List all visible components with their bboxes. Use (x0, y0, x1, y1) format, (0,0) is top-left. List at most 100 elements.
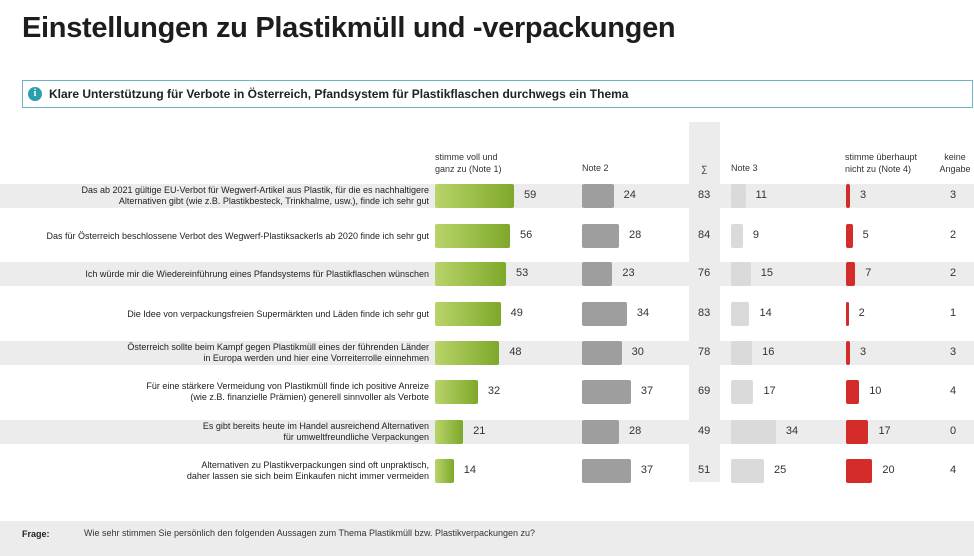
value-note4: 10 (869, 385, 882, 397)
value-note2: 37 (640, 385, 654, 397)
value-note3: 11 (755, 189, 767, 201)
bar-note2 (582, 459, 631, 483)
bar-note4 (846, 302, 849, 326)
value-sum: 76 (698, 267, 711, 279)
footer: Frage: Wie sehr stimmen Sie persönlich d… (0, 521, 974, 556)
value-note1: 14 (463, 464, 476, 476)
bar-note1 (435, 380, 478, 404)
value-note3: 17 (763, 385, 776, 397)
value-sum: 49 (698, 425, 711, 437)
header-note2: Note 2 (582, 163, 609, 173)
bar-note2 (582, 224, 619, 248)
bar-note2 (582, 420, 619, 444)
bar-note4 (846, 420, 869, 444)
row-label: Die Idee von verpackungsfreien Supermärk… (127, 308, 429, 319)
value-note4: 2 (858, 307, 865, 319)
value-note1: 21 (473, 425, 486, 437)
value-note2: 28 (628, 229, 642, 241)
bar-note2 (582, 262, 613, 286)
bar-note2 (582, 341, 622, 365)
bar-note1 (435, 459, 454, 483)
question-label: Frage: (22, 529, 50, 539)
value-note4: 17 (878, 425, 891, 437)
bar-note4 (846, 262, 856, 286)
row-label: Ich würde mir die Wiedereinführung eines… (85, 268, 429, 279)
value-note1: 49 (510, 307, 523, 319)
value-no-answer: 4 (950, 385, 957, 397)
value-no-answer: 4 (950, 464, 957, 476)
bar-note2 (582, 302, 627, 326)
bar-note1 (435, 224, 511, 248)
bar-note3 (731, 302, 750, 326)
row-label: Österreich sollte beim Kampf gegen Plast… (127, 342, 429, 363)
value-no-answer: 2 (950, 229, 957, 241)
header-sum: ∑ (701, 164, 708, 174)
header-note3: Note 3 (731, 163, 758, 173)
value-no-answer: 0 (950, 425, 957, 437)
bar-note4 (846, 224, 853, 248)
bar-note4 (846, 341, 850, 365)
bar-note3 (731, 224, 743, 248)
bar-note3 (731, 184, 746, 208)
value-note1: 56 (520, 229, 533, 241)
value-sum: 84 (698, 229, 711, 241)
value-sum: 83 (698, 307, 711, 319)
bar-note2 (582, 380, 631, 404)
row-label: Das ab 2021 gültige EU-Verbot für Wegwer… (81, 185, 429, 206)
info-text: Klare Unterstützung für Verbote in Öster… (49, 87, 629, 101)
page-title: Einstellungen zu Plastikmüll und -verpac… (22, 12, 676, 44)
bar-note1 (435, 302, 501, 326)
value-note3: 25 (774, 464, 787, 476)
bar-note3 (731, 341, 753, 365)
header-no-answer: keine Angabe (939, 152, 971, 174)
bar-note3 (731, 380, 754, 404)
value-note3: 34 (785, 425, 799, 437)
question-text: Wie sehr stimmen Sie persönlich den folg… (84, 528, 536, 538)
value-sum: 51 (698, 464, 711, 476)
value-note2: 24 (623, 189, 636, 201)
value-note4: 7 (865, 267, 872, 279)
value-note2: 23 (622, 267, 635, 279)
value-sum: 83 (698, 189, 711, 201)
header-note1: stimme voll und ganz zu (Note 1) (435, 152, 502, 174)
row-label: Das für Österreich beschlossene Verbot d… (46, 230, 429, 241)
bar-note3 (731, 420, 776, 444)
value-no-answer: 3 (950, 346, 957, 358)
value-note1: 32 (487, 385, 501, 397)
value-no-answer: 1 (950, 307, 957, 319)
bar-note1 (435, 420, 464, 444)
bar-note3 (731, 262, 751, 286)
info-icon: i (28, 87, 42, 101)
bar-note1 (435, 262, 507, 286)
bar-note4 (846, 184, 850, 208)
bar-note3 (731, 459, 764, 483)
value-note3: 15 (760, 267, 774, 279)
value-note3: 16 (762, 346, 775, 358)
value-note2: 30 (631, 346, 644, 358)
info-box: i Klare Unterstützung für Verbote in Öst… (22, 80, 973, 108)
value-no-answer: 2 (950, 267, 957, 279)
value-note1: 48 (509, 346, 522, 358)
bar-note4 (846, 459, 873, 483)
value-note2: 28 (628, 425, 642, 437)
row-label: Es gibt bereits heute im Handel ausreich… (202, 421, 429, 442)
row-label: Für eine stärkere Vermeidung von Plastik… (146, 381, 429, 402)
value-note1: 59 (524, 189, 537, 201)
row-label: Alternativen zu Plastikverpackungen sind… (186, 460, 429, 481)
bar-note1 (435, 184, 515, 208)
value-note3: 14 (759, 307, 772, 319)
value-note2: 34 (636, 307, 650, 319)
bar-note1 (435, 341, 500, 365)
bar-note4 (846, 380, 860, 404)
header-note4: stimme überhaupt nicht zu (Note 4) (845, 152, 918, 174)
value-note4: 20 (882, 464, 895, 476)
sum-column-background (689, 122, 720, 482)
row-stripe (0, 420, 974, 444)
value-no-answer: 3 (950, 189, 957, 201)
value-note1: 53 (516, 267, 529, 279)
value-note2: 37 (640, 464, 654, 476)
bar-note2 (582, 184, 614, 208)
value-note4: 3 (859, 189, 867, 201)
value-sum: 78 (698, 346, 711, 358)
value-note4: 3 (859, 346, 867, 358)
